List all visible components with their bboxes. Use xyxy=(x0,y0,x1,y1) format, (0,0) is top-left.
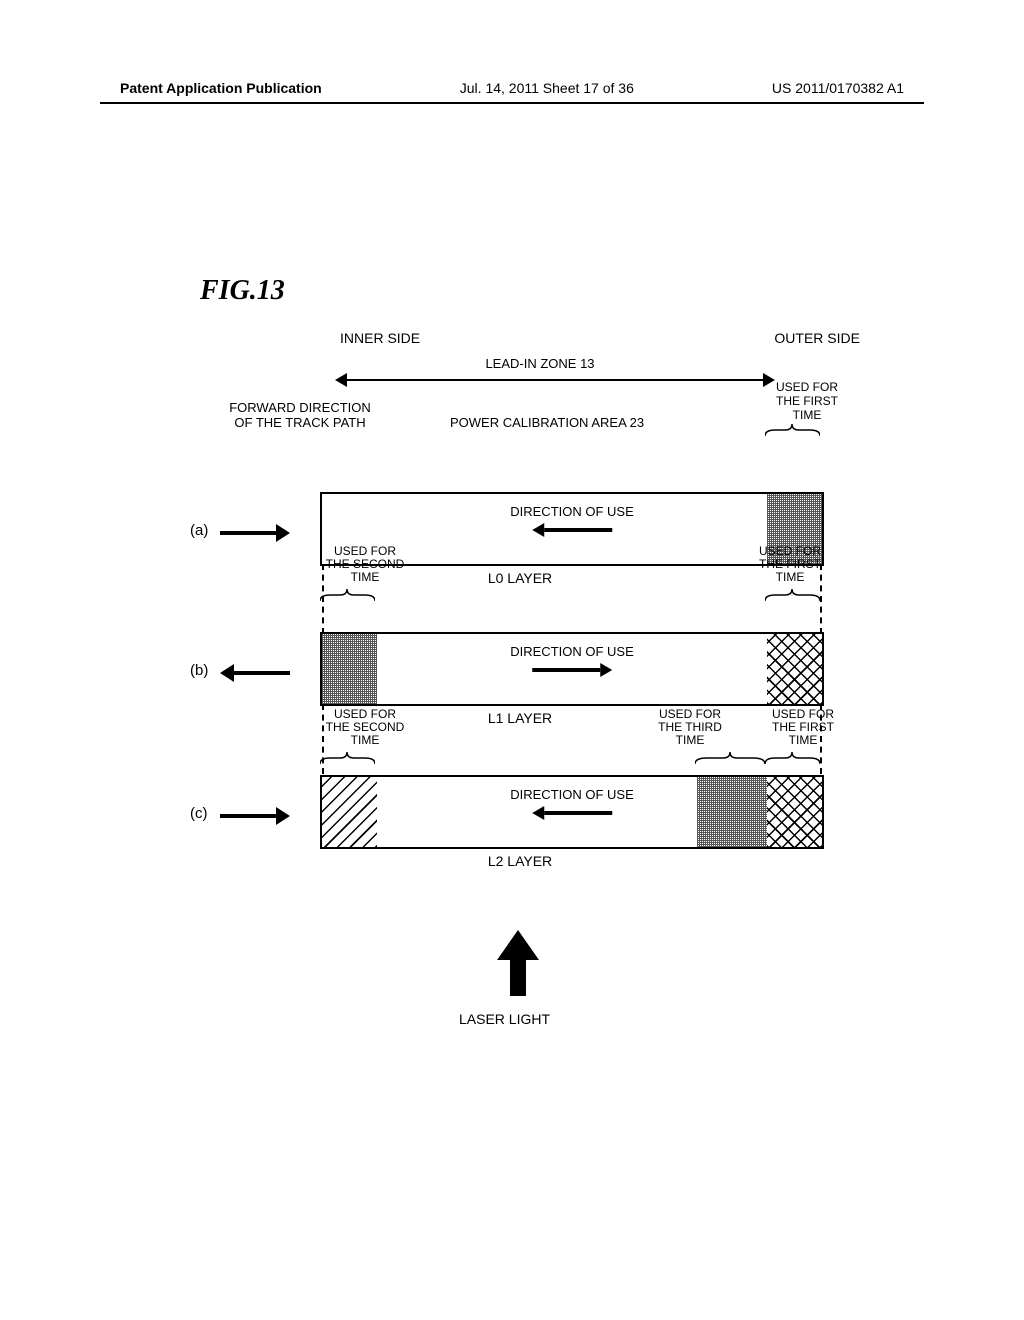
header-left: Patent Application Publication xyxy=(120,80,322,96)
rect-c: DIRECTION OF USE xyxy=(320,775,824,849)
row-tag-a: (a) xyxy=(190,522,208,539)
label-b-second: USED FOR THE SECOND TIME xyxy=(315,545,415,585)
brace-c-third xyxy=(695,751,765,763)
direction-of-use-c: DIRECTION OF USE xyxy=(510,787,634,820)
brace-c-second xyxy=(320,751,375,763)
zone-c-first xyxy=(767,777,822,847)
power-calibration-label: POWER CALIBRATION AREA 23 xyxy=(450,415,644,430)
header-rule xyxy=(100,102,924,104)
outer-side-label: OUTER SIDE xyxy=(774,330,860,346)
layer-name-c: L2 LAYER xyxy=(488,853,552,869)
diagram: INNER SIDE OUTER SIDE LEAD-IN ZONE 13 FO… xyxy=(200,330,840,855)
dir-use-text-c: DIRECTION OF USE xyxy=(510,787,634,802)
page-header: Patent Application Publication Jul. 14, … xyxy=(120,80,904,96)
label-c-first: USED FOR THE FIRST TIME xyxy=(758,708,848,748)
lead-in-label: LEAD-IN ZONE 13 xyxy=(350,356,730,371)
track-arrow-b xyxy=(220,664,290,682)
top-labels: INNER SIDE OUTER SIDE xyxy=(200,330,840,346)
layer-name-b: L1 LAYER xyxy=(488,710,552,726)
row-tag-c: (c) xyxy=(190,805,208,822)
inner-side-label: INNER SIDE xyxy=(340,330,420,346)
header-center: Jul. 14, 2011 Sheet 17 of 36 xyxy=(460,80,634,96)
label-c-third: USED FOR THE THIRD TIME xyxy=(640,708,740,748)
brace-b-second xyxy=(320,588,375,600)
laser-arrow: LASER LIGHT xyxy=(485,930,550,1027)
zone-c-second xyxy=(322,777,377,847)
brace-c-first xyxy=(765,751,820,763)
label-c-second: USED FOR THE SECOND TIME xyxy=(315,708,415,748)
track-arrow-c xyxy=(220,807,290,825)
brace-top xyxy=(765,423,820,435)
track-arrow-a xyxy=(220,524,290,542)
zone-c-third xyxy=(697,777,767,847)
brace-b-first xyxy=(765,588,820,600)
dir-use-text-a: DIRECTION OF USE xyxy=(510,504,634,519)
lead-in-arrow xyxy=(335,373,775,387)
dir-use-text-b: DIRECTION OF USE xyxy=(510,644,634,659)
up-arrow-icon xyxy=(493,930,543,1000)
label-b-first: USED FOR THE FIRST TIME xyxy=(745,545,835,585)
figure-title: FIG.13 xyxy=(200,275,285,307)
zone-b-second xyxy=(322,634,377,704)
layer-a: (a) DIRECTION OF USE L0 LAYER xyxy=(200,492,840,572)
header-right: US 2011/0170382 A1 xyxy=(772,80,904,96)
laser-light-label: LASER LIGHT xyxy=(459,1011,550,1027)
forward-direction-label: FORWARD DIRECTION OF THE TRACK PATH xyxy=(210,400,390,430)
used-first-top-label: USED FOR THE FIRST TIME xyxy=(762,380,852,422)
layer-b: (b) DIRECTION OF USE L1 LAYER xyxy=(200,632,840,712)
direction-of-use-b: DIRECTION OF USE xyxy=(510,644,634,677)
direction-of-use-a: DIRECTION OF USE xyxy=(510,504,634,537)
row-tag-b: (b) xyxy=(190,662,208,679)
zone-b-first xyxy=(767,634,822,704)
rect-b: DIRECTION OF USE xyxy=(320,632,824,706)
layer-name-a: L0 LAYER xyxy=(488,570,552,586)
layer-c: (c) DIRECTION OF USE L2 LAYER xyxy=(200,775,840,855)
